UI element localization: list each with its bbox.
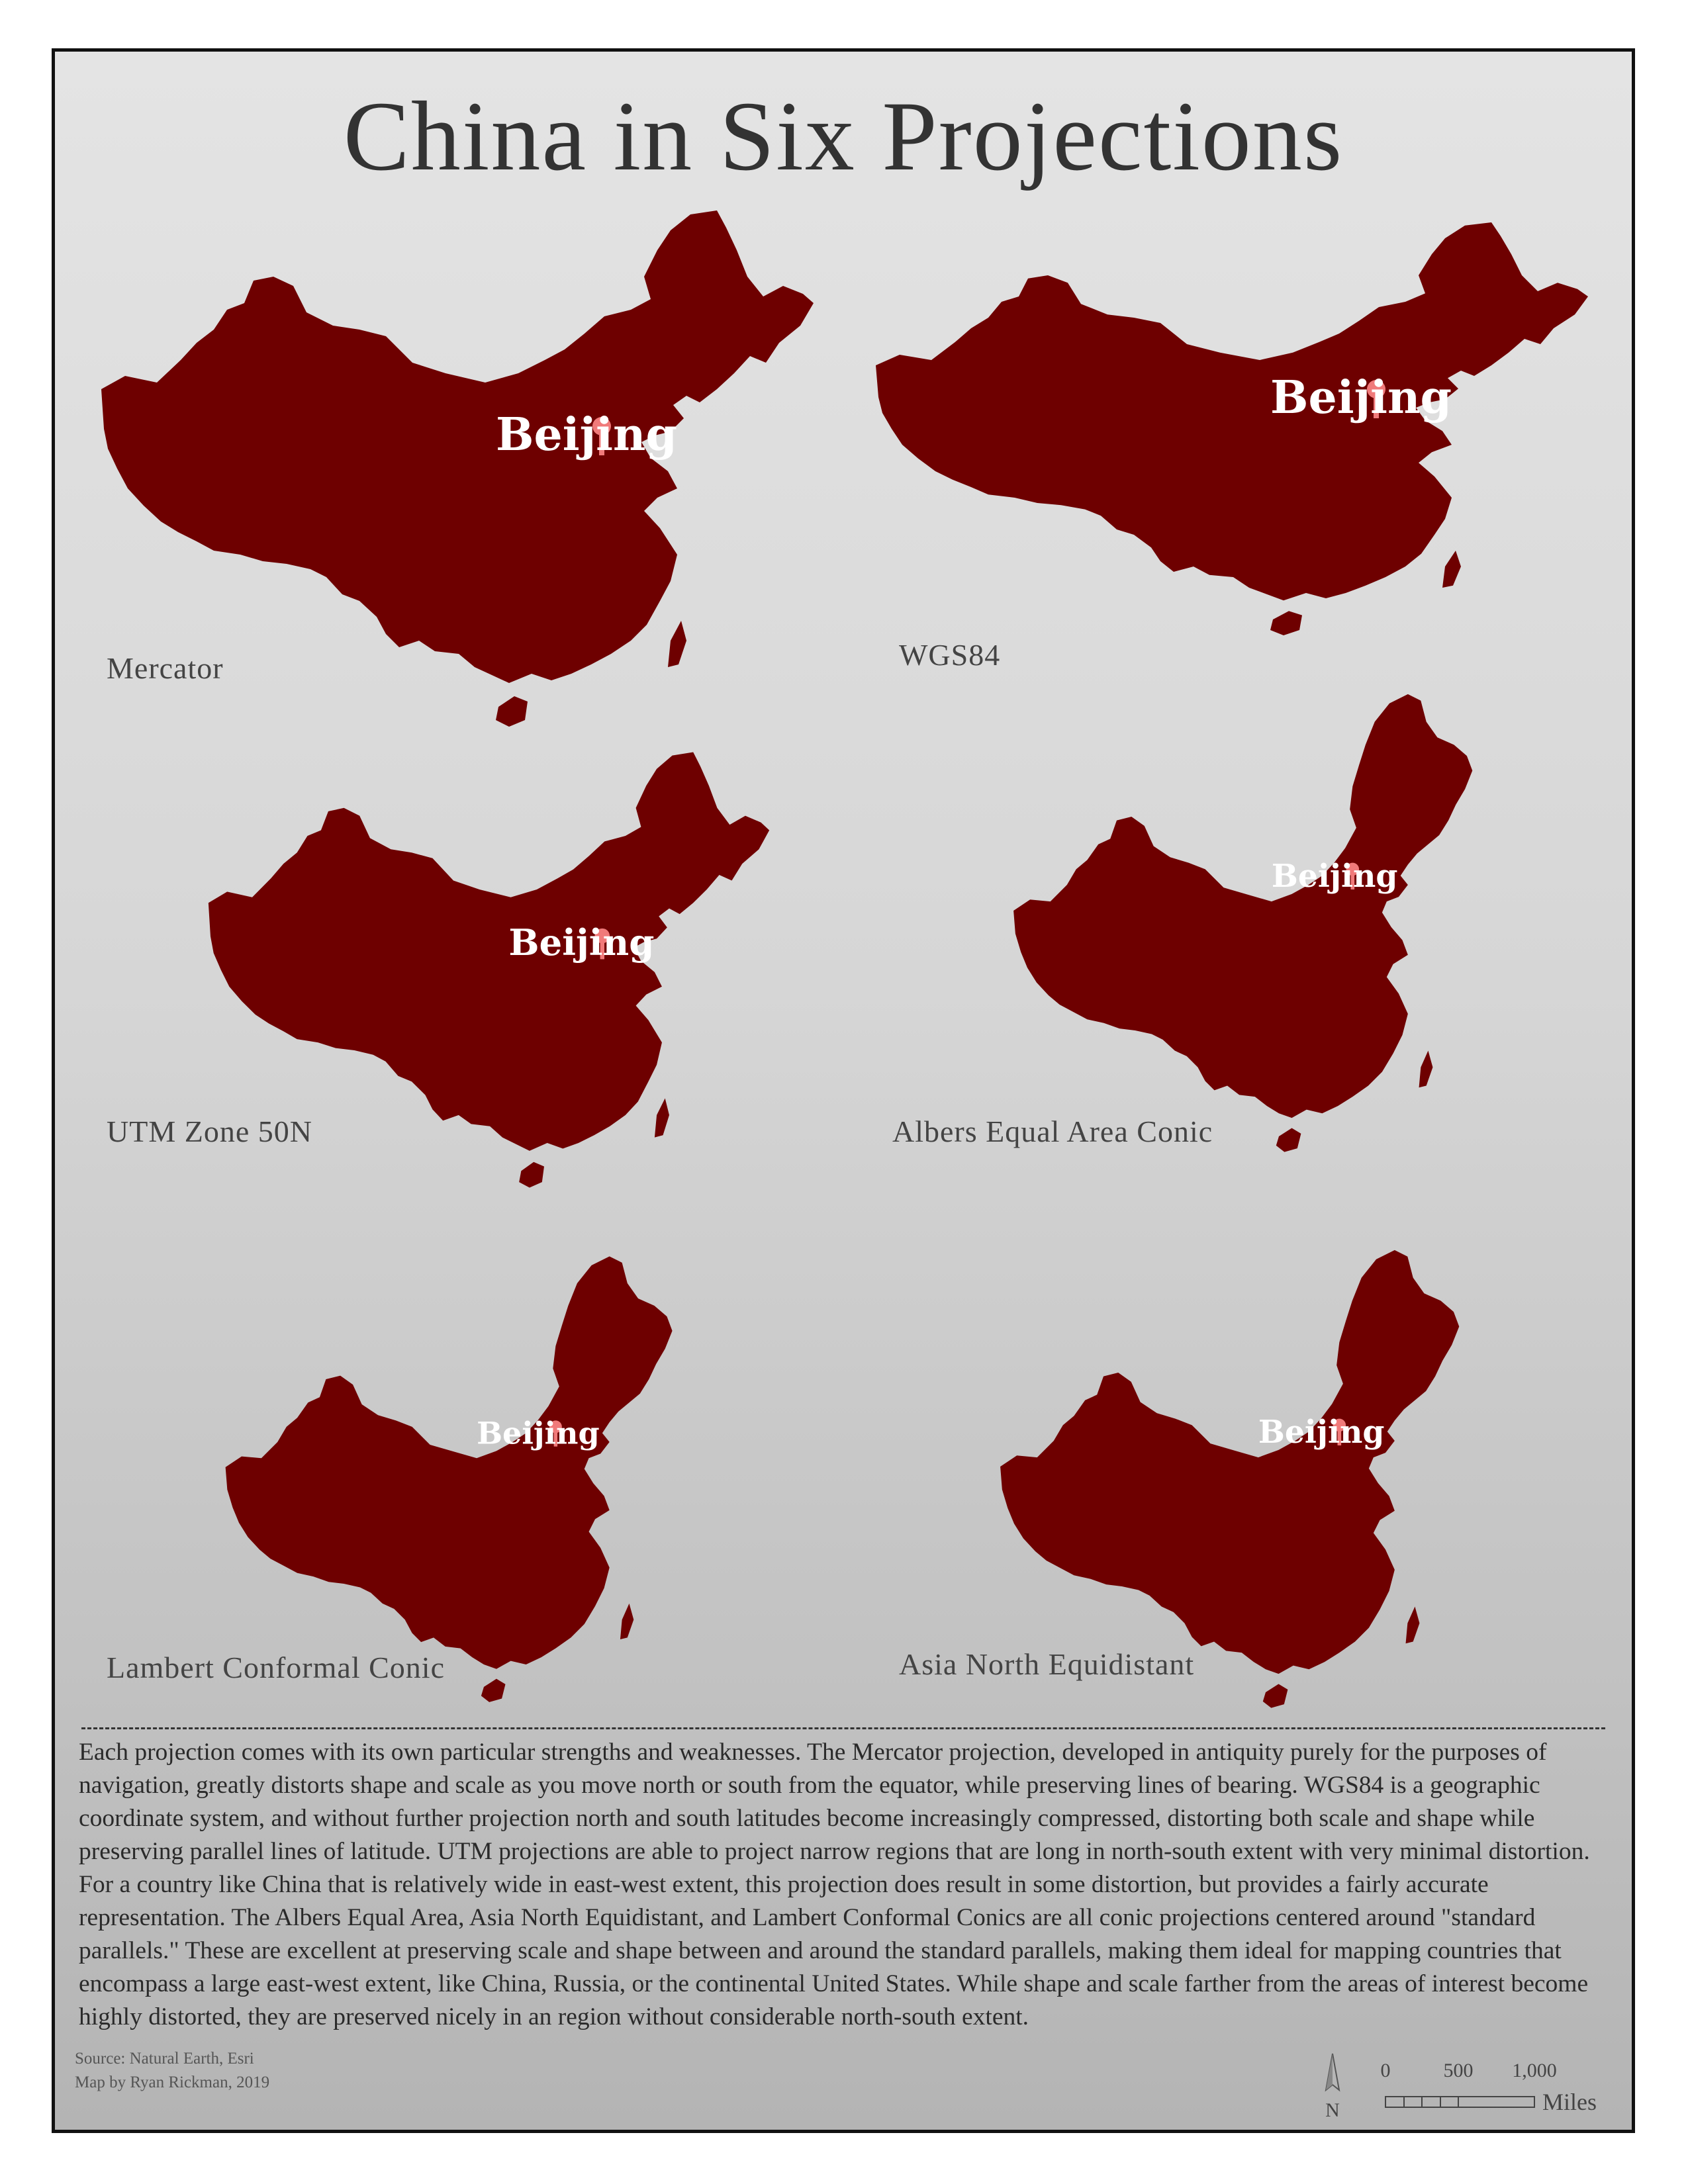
beijing-label: Beijing: [477, 1416, 600, 1451]
beijing-label: Beijing: [508, 921, 654, 964]
scale-tick-1000: 1,000: [1512, 2060, 1557, 2081]
china-shape: [1013, 694, 1473, 1152]
projection-label-albers: Albers Equal Area Conic: [892, 1115, 1213, 1148]
beijing-marker: [549, 1420, 562, 1447]
credits: Source: Natural Earth, Esri Map by Ryan …: [75, 2047, 269, 2095]
scale-tick-0: 0: [1381, 2060, 1391, 2081]
beijing-marker: [1333, 1418, 1346, 1445]
map-asia-north-equidistant: Beijing: [1000, 1250, 1460, 1708]
beijing-label: Beijing: [496, 408, 677, 461]
scale-bar: 0 500 1,000 Miles: [1381, 2060, 1597, 2115]
page-title: China in Six Projections: [343, 81, 1344, 191]
china-shape: [876, 222, 1588, 635]
map-wgs84: Beijing: [876, 222, 1588, 635]
section-divider: [81, 1727, 1605, 1729]
projection-label-lambert: Lambert Conformal Conic: [107, 1651, 445, 1684]
scale-tick-500: 500: [1444, 2060, 1474, 2081]
north-label: N: [1325, 2099, 1340, 2121]
author-credit: Map by Ryan Rickman, 2019: [75, 2073, 270, 2091]
projection-label-asia-north: Asia North Equidistant: [899, 1647, 1195, 1681]
source-credit: Source: Natural Earth, Esri: [75, 2050, 254, 2068]
map-frame: China in Six Projections Beijing Mercato…: [52, 48, 1635, 2133]
map-albers: Beijing: [1013, 694, 1473, 1152]
projection-label-wgs84: WGS84: [899, 638, 1001, 672]
north-arrow-icon: N: [1325, 2053, 1340, 2121]
beijing-label: Beijing: [1272, 858, 1398, 895]
map-lambert: Beijing: [225, 1256, 673, 1702]
china-shape: [1000, 1250, 1460, 1708]
description-text: Each projection comes with its own parti…: [79, 1739, 1590, 2030]
beijing-marker: [592, 417, 611, 455]
scale-bar-segments: [1385, 2096, 1535, 2108]
beijing-label: Beijing: [1270, 371, 1452, 424]
china-shape: [101, 210, 814, 727]
projection-label-utm: UTM Zone 50N: [107, 1115, 312, 1148]
beijing-marker: [1346, 862, 1360, 889]
beijing-label: Beijing: [1258, 1414, 1385, 1451]
map-mercator: Beijing: [101, 210, 814, 727]
beijing-marker: [1367, 380, 1385, 418]
projection-label-mercator: Mercator: [107, 651, 224, 685]
scale-unit: Miles: [1542, 2089, 1597, 2115]
map-utm-50n: Beijing: [208, 752, 770, 1188]
beijing-marker: [594, 928, 610, 960]
china-shape: [225, 1256, 673, 1702]
